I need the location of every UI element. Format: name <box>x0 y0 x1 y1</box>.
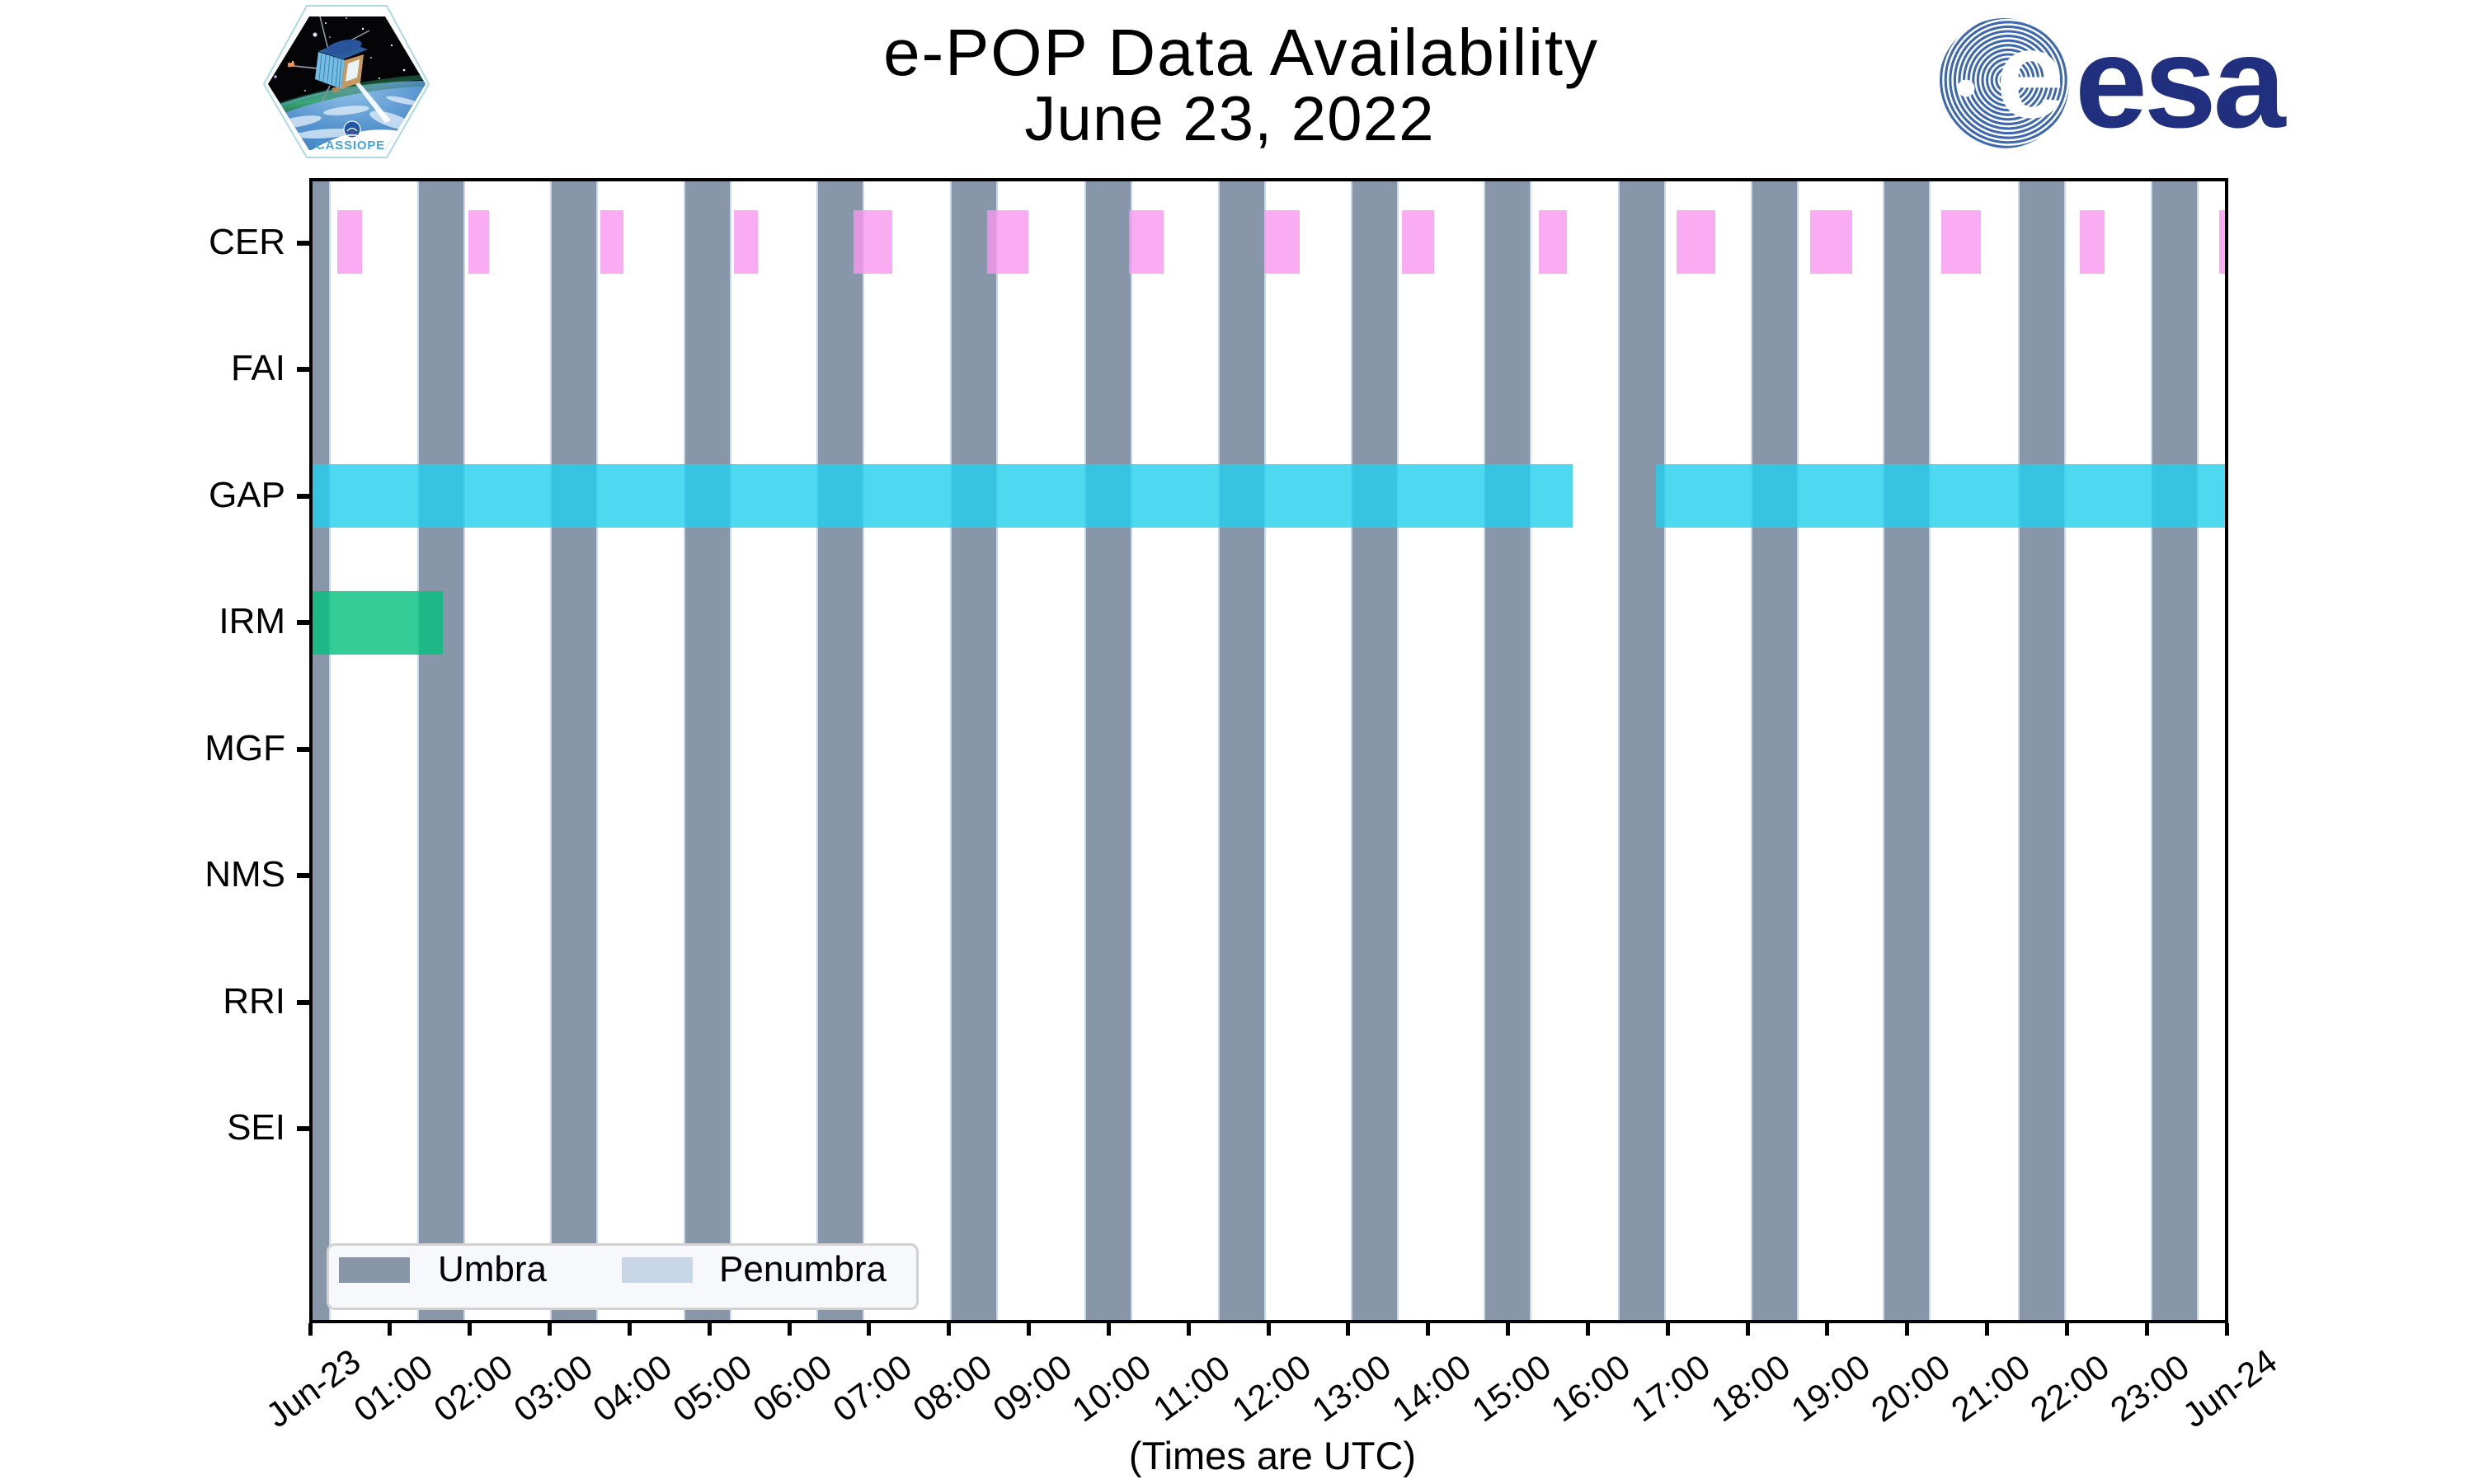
svg-text:esa: esa <box>2075 10 2287 155</box>
svg-text:CASSIOPE: CASSIOPE <box>316 139 385 153</box>
svg-text:e: e <box>1996 7 2064 143</box>
